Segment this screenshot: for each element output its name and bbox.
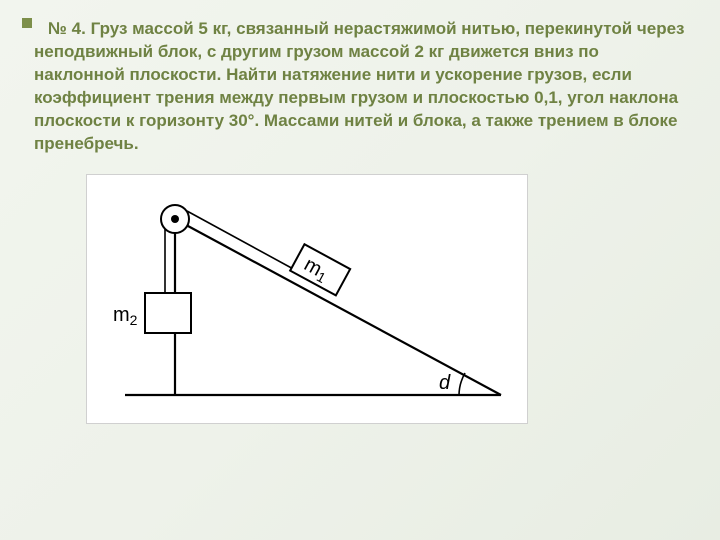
mass-m1-group: m1 [290, 244, 350, 295]
angle-arc [459, 373, 465, 395]
problem-text: № 4. Груз массой 5 кг, связанный нерастя… [34, 18, 692, 156]
mass-m2 [145, 293, 191, 333]
slide: № 4. Груз массой 5 кг, связанный нерастя… [0, 0, 720, 540]
angle-label: d [439, 372, 451, 394]
label-m2: m2 [113, 304, 138, 328]
accent-square-icon [22, 18, 32, 28]
incline-hypotenuse [175, 219, 501, 395]
pulley-axle-icon [171, 215, 179, 223]
physics-diagram: m2 m1 d [86, 174, 528, 424]
diagram-container: m2 m1 d [86, 174, 692, 424]
string-to-m1 [187, 211, 297, 271]
